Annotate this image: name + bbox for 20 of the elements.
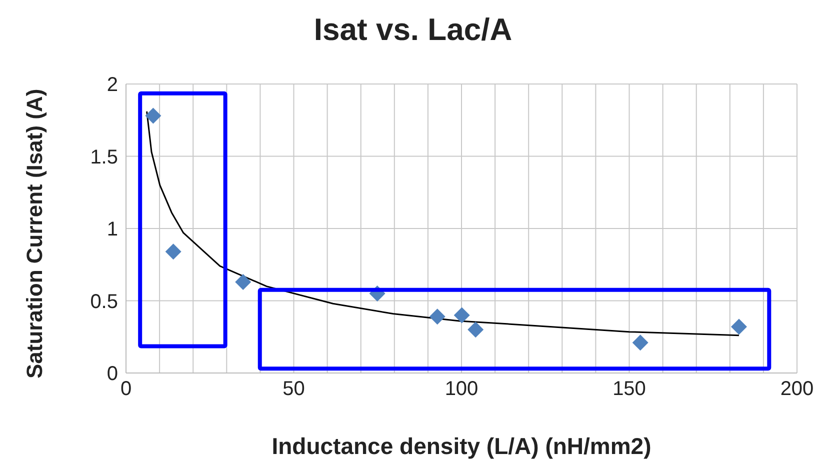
y-tick-label: 2	[106, 74, 118, 96]
y-tick-label: 0.5	[90, 290, 118, 313]
x-tick-label: 200	[780, 378, 814, 400]
x-tick-label: 100	[444, 378, 478, 400]
point	[165, 244, 182, 260]
y-tick-label: 0	[106, 363, 118, 386]
point	[468, 322, 484, 338]
point	[632, 334, 648, 351]
x-tick-label: 150	[612, 378, 646, 400]
point	[235, 274, 252, 290]
y-tick-label: 1.5	[90, 146, 118, 168]
chart-title: Isat vs. Lac/A	[312, 12, 514, 48]
point	[454, 307, 470, 324]
y-tick-label: 1	[106, 218, 118, 241]
y-axis-title: Saturation Current (Isat) (A)	[22, 88, 47, 378]
x-axis-title: Inductance density (L/A) (nH/mm2)	[272, 433, 652, 459]
point	[730, 318, 747, 335]
x-tick-label: 50	[282, 378, 305, 400]
point	[145, 108, 162, 124]
point	[429, 308, 446, 325]
